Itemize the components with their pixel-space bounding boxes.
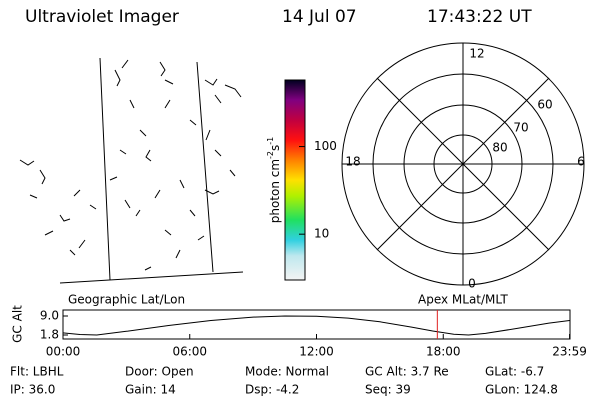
- orbit-plot: 9.0 1.8 00:00 06:00 12:00 18:00 23:59: [40, 309, 587, 359]
- status-field: Door: Open: [125, 365, 194, 379]
- polar-label: Apex MLat/MLT: [418, 293, 508, 307]
- status-field: GLat: -6.7: [485, 365, 544, 379]
- x-tick-label: 00:00: [46, 345, 81, 359]
- status-field: GC Alt: 3.7 Re: [365, 365, 449, 379]
- mlt-label: 0: [468, 277, 476, 291]
- mlt-label: 18: [345, 155, 360, 169]
- status-field: Dsp: -4.2: [245, 383, 299, 397]
- status-field: Flt: LBHL: [10, 365, 64, 379]
- x-tick-label: 18:00: [426, 345, 461, 359]
- mlt-label: 6: [577, 155, 585, 169]
- lat-label: 70: [513, 121, 528, 135]
- status-field: GLon: 124.8: [485, 383, 558, 397]
- title: Ultraviolet Imager: [25, 7, 179, 27]
- geo-label: Geographic Lat/Lon: [68, 293, 185, 307]
- y-tick-label: 9.0: [40, 309, 59, 323]
- mlt-label: 12: [469, 47, 484, 61]
- status-field: Gain: 14: [125, 383, 176, 397]
- date: 14 Jul 07: [282, 7, 357, 27]
- colorbar-tick-label: 100: [314, 139, 337, 153]
- y-tick-label: 1.8: [40, 328, 59, 342]
- footer: Flt: LBHL IP: 36.0 Door: Open Gain: 14 Mode:…: [10, 365, 558, 397]
- x-tick-label: 12:00: [299, 345, 334, 359]
- status-field: Seq: 39: [365, 383, 411, 397]
- lat-label: 80: [492, 141, 507, 155]
- status-field: IP: 36.0: [10, 383, 55, 397]
- colorbar-exp: -2: [266, 151, 275, 159]
- geographic-map: [19, 57, 244, 284]
- colorbar-tick-label: 10: [314, 227, 329, 241]
- colorbar-exp: -1: [266, 137, 275, 145]
- colorbar-ticks: 10 100: [299, 139, 337, 241]
- colorbar-unit: photon cm: [268, 159, 282, 223]
- status-field: Mode: Normal: [245, 365, 329, 379]
- polar-plot: [341, 42, 585, 286]
- x-tick-label: 06:00: [172, 345, 207, 359]
- x-tick-label: 23:59: [552, 345, 587, 359]
- lat-label: 60: [537, 98, 552, 112]
- colorbar-unit: s: [268, 145, 282, 151]
- colorbar-label: photon cm-2s-1: [266, 137, 282, 224]
- colorbar: [284, 79, 306, 281]
- orbit-ylabel: GC Alt: [11, 305, 25, 343]
- altitude-curve: [62, 315, 570, 336]
- time: 17:43:22 UT: [427, 7, 532, 27]
